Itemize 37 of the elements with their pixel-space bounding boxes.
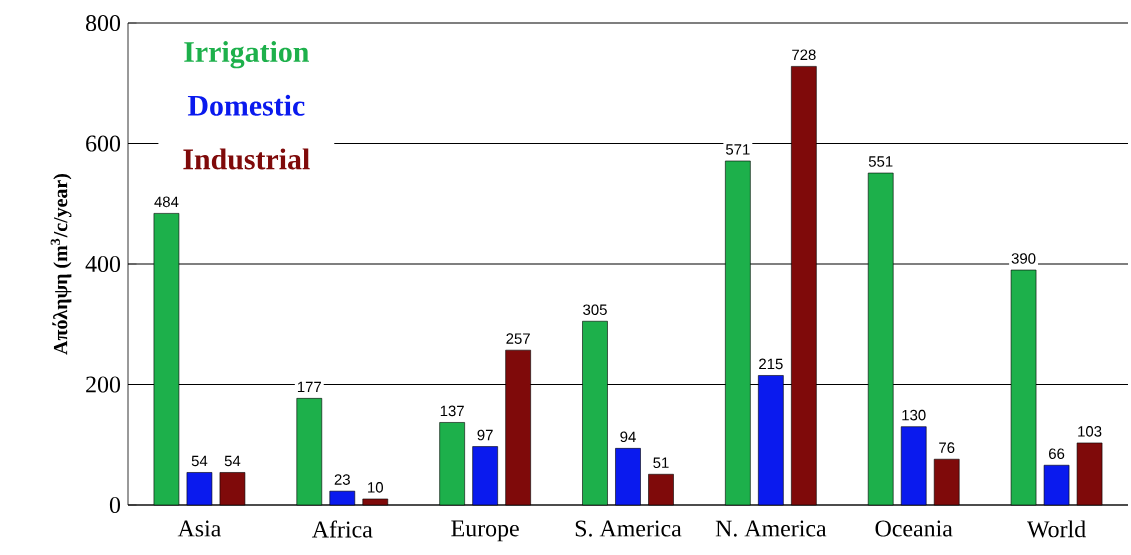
data-label: 177: [297, 381, 321, 393]
data-label: 571: [725, 144, 750, 155]
data-label: 215: [759, 358, 783, 370]
data-label: 728: [792, 49, 816, 61]
data-label: 484: [154, 196, 179, 208]
data-label: 94: [620, 431, 636, 443]
text: Domestic: [187, 94, 305, 116]
data-label: 305: [583, 304, 607, 315]
data-label: 54: [224, 455, 241, 467]
data-label: 551: [868, 156, 893, 167]
x-tick-label: Europe: [451, 520, 519, 542]
y-tick-label: 400: [85, 255, 121, 273]
data-label: 66: [1049, 448, 1065, 459]
text: Industrial: [183, 148, 310, 170]
data-label: 97: [477, 429, 493, 441]
data-label: 137: [440, 405, 464, 417]
data-label: 390: [1011, 253, 1036, 264]
y-tick-label: 800: [86, 14, 121, 32]
text: Irrigation: [184, 41, 309, 69]
y-tick-label: 200: [86, 376, 121, 393]
data-label: 130: [902, 409, 926, 421]
y-axis-title: Απόληψη (m$^{3}$/c/year): [50, 174, 72, 355]
data-label: 76: [939, 442, 955, 453]
data-label: 103: [1078, 426, 1102, 437]
data-label: 54: [191, 455, 208, 467]
x-tick-label: Asia: [177, 520, 222, 537]
x-tick-label: N. America: [715, 520, 827, 537]
data-label: 257: [506, 333, 530, 344]
x-tick-label: World: [1027, 520, 1086, 538]
y-tick-label: 600: [86, 135, 121, 152]
x-tick-label: S. America: [575, 520, 682, 537]
x-tick-label: Oceania: [875, 520, 953, 537]
data-label: 51: [653, 457, 669, 469]
x-tick-label: Africa: [311, 520, 373, 538]
data-label: 10: [368, 482, 383, 493]
data-label: 23: [334, 474, 350, 485]
y-tick-label: 0: [109, 496, 121, 514]
